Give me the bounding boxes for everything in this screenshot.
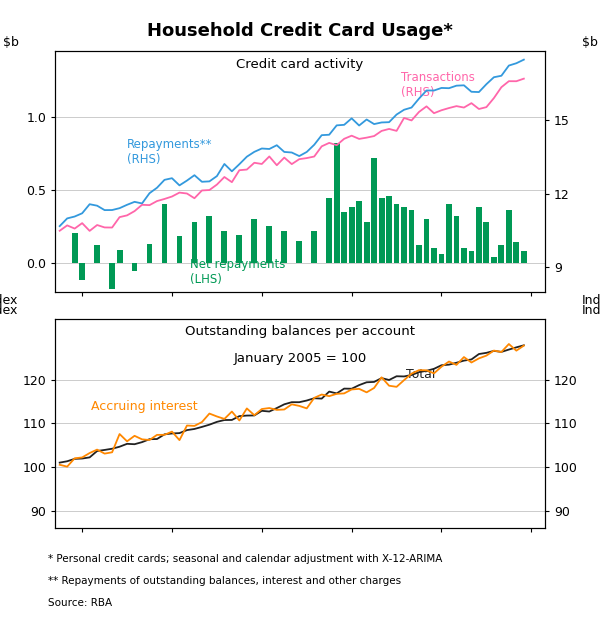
Text: Total: Total [406, 367, 435, 381]
Bar [79, 262, 85, 280]
Text: Accruing interest: Accruing interest [91, 400, 198, 413]
Text: * Personal credit cards; seasonal and calendar adjustment with X-12-ARIMA: * Personal credit cards; seasonal and ca… [48, 554, 442, 564]
Bar [409, 210, 415, 262]
Bar [521, 251, 527, 262]
Bar [146, 244, 152, 262]
Bar [176, 236, 182, 262]
Bar [221, 230, 227, 262]
Bar [281, 230, 287, 262]
Bar [446, 204, 452, 262]
Bar [131, 262, 137, 271]
Bar [371, 157, 377, 262]
Bar [476, 207, 482, 262]
Bar [461, 248, 467, 262]
Bar [334, 143, 340, 262]
Bar [491, 257, 497, 262]
Bar [469, 251, 475, 262]
Bar [356, 202, 362, 262]
Text: Index: Index [581, 294, 600, 307]
Text: Repayments**
(RHS): Repayments** (RHS) [127, 138, 212, 166]
Text: Household Credit Card Usage*: Household Credit Card Usage* [147, 22, 453, 40]
Bar [236, 235, 242, 262]
Bar [109, 262, 115, 289]
Bar [416, 245, 422, 262]
Bar [326, 198, 332, 262]
Text: $b: $b [2, 36, 19, 49]
Text: Transactions
(RHS): Transactions (RHS) [401, 72, 475, 99]
Text: January 2005 = 100: January 2005 = 100 [233, 352, 367, 365]
Text: Source: RBA: Source: RBA [48, 598, 112, 609]
Text: Index: Index [581, 304, 600, 317]
Bar [161, 204, 167, 262]
Bar [386, 196, 392, 262]
Bar [514, 242, 519, 262]
Text: $b: $b [581, 36, 598, 49]
Bar [454, 216, 460, 262]
Bar [431, 248, 437, 262]
Bar [296, 241, 302, 262]
Bar [506, 210, 512, 262]
Bar [94, 245, 100, 262]
Bar [72, 234, 77, 262]
Bar [401, 207, 407, 262]
Text: Index: Index [0, 294, 19, 307]
Bar [116, 250, 122, 262]
Bar [311, 230, 317, 262]
Bar [379, 198, 385, 262]
Bar [266, 226, 272, 262]
Text: ** Repayments of outstanding balances, interest and other charges: ** Repayments of outstanding balances, i… [48, 576, 401, 586]
Bar [349, 207, 355, 262]
Bar [191, 222, 197, 262]
Bar [394, 204, 400, 262]
Bar [206, 216, 212, 262]
Bar [341, 212, 347, 262]
Bar [439, 254, 445, 262]
Bar [484, 222, 490, 262]
Text: Net repayments
(LHS): Net repayments (LHS) [190, 258, 286, 286]
Bar [364, 222, 370, 262]
Bar [424, 219, 430, 262]
Bar [251, 219, 257, 262]
Text: Credit card activity: Credit card activity [236, 58, 364, 72]
Text: Outstanding balances per account: Outstanding balances per account [185, 325, 415, 338]
Text: Index: Index [0, 304, 19, 317]
Bar [499, 245, 504, 262]
